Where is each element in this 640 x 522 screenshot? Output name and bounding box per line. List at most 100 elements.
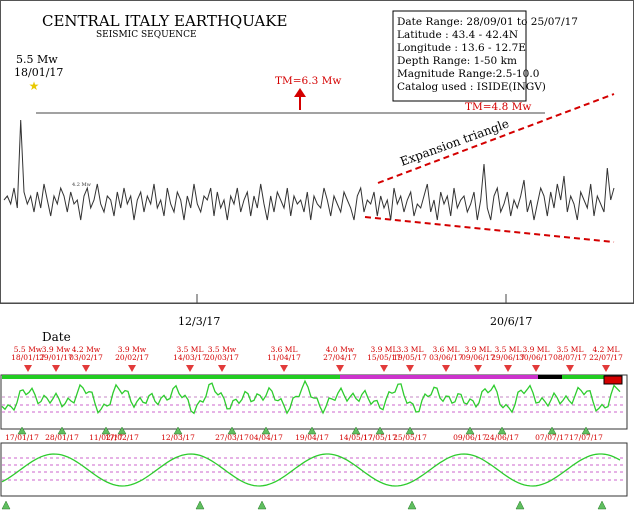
panel2-bottom-date-3: 17/02/17 — [105, 433, 139, 442]
panel2-bottom-date-4: 12/03/17 — [161, 433, 195, 442]
expansion-lower-line — [364, 216, 615, 243]
panel2-top-mag-6: 3.6 ML — [271, 345, 298, 354]
info-line-6: Catalog used : ISIDE(INGV) — [397, 81, 546, 93]
panel2-down-marker-0 — [24, 365, 32, 372]
panel2-top-mag-10: 3.6 ML — [433, 345, 460, 354]
panel2-down-marker-4 — [186, 365, 194, 372]
panel2-bottom-date-5: 27/03/17 — [215, 433, 249, 442]
trace-value-label: 4.2 Mw — [72, 182, 92, 188]
panel2-top-date-2: 03/02/17 — [69, 353, 103, 362]
panel2-up-marker-11 — [465, 426, 475, 435]
panel2-band-magenta — [340, 375, 538, 379]
panel2-bottom-date-10: 25/05/17 — [393, 433, 427, 442]
panel2-top-date-5: 20/03/17 — [205, 353, 239, 362]
panel2-up-marker-0 — [17, 426, 27, 435]
panel3-up-marker-3 — [407, 500, 417, 510]
chart-subtitle: SEISMIC SEQUENCE — [96, 30, 197, 40]
panel2-bottom-date-14: 17/07/17 — [569, 433, 603, 442]
panel2-top-mag-1: 3.9 Mw — [42, 345, 71, 354]
panel2-bottom-date-1: 28/01/17 — [45, 433, 79, 442]
panel3-up-marker-5 — [597, 500, 607, 510]
magnitude-series-line — [3, 119, 615, 221]
panel2-down-marker-1 — [52, 365, 60, 372]
panel2-down-marker-12 — [504, 365, 512, 372]
panel2-down-marker-2 — [82, 365, 90, 372]
panel2-down-marker-6 — [280, 365, 288, 372]
panel2-top-date-6: 11/04/17 — [267, 353, 301, 362]
panel2-top-date-3: 20/02/17 — [115, 353, 149, 362]
panel2-down-marker-5 — [218, 365, 226, 372]
panel2-top-mag-8: 3.9 ML — [371, 345, 398, 354]
info-line-1: Date Range: 28/09/01 to 25/07/17 — [397, 16, 578, 28]
panel2-top-date-12: 29/06/17 — [491, 353, 525, 362]
panel2-top-mag-5: 3.5 Mw — [208, 345, 237, 354]
panel2-up-marker-10 — [405, 426, 415, 435]
panel2-date-label: Date — [42, 330, 71, 344]
panel2-top-mag-12: 3.5 ML — [495, 345, 522, 354]
panel2-up-marker-2 — [101, 426, 111, 435]
panel2-top-mag-11: 3.9 ML — [465, 345, 492, 354]
panel2-bottom-date-13: 07/07/17 — [535, 433, 569, 442]
x-tick-label-2: 20/6/17 — [490, 315, 532, 328]
panel2-up-marker-5 — [227, 426, 237, 435]
top-panel-frame — [0, 0, 634, 304]
expansion-upper-line — [377, 93, 615, 184]
panel2-top-date-0: 18/01/17 — [11, 353, 45, 362]
panel2-down-marker-7 — [336, 365, 344, 372]
panel2-top-mag-2: 4.2 Mw — [72, 345, 101, 354]
panel2-top-date-10: 03/06/17 — [429, 353, 463, 362]
peak-date-label: 18/01/17 — [14, 66, 63, 79]
panel3-group — [1, 453, 626, 510]
panel2-top-date-1: 29/01/17 — [39, 353, 73, 362]
panel2-down-marker-13 — [532, 365, 540, 372]
panel3-frame — [0, 442, 628, 497]
panel2-up-marker-14 — [581, 426, 591, 435]
panel2-top-date-13: 30/06/17 — [519, 353, 553, 362]
panel2-down-marker-14 — [566, 365, 574, 372]
chart-title: CENTRAL ITALY EARTHQUAKE — [42, 12, 287, 30]
panel2-down-marker-8 — [380, 365, 388, 372]
panel2-top-mag-15: 4.2 ML — [593, 345, 620, 354]
panel2-bottom-date-0: 17/01/17 — [5, 433, 39, 442]
panel2-up-marker-9 — [375, 426, 385, 435]
panel2-bottom-date-6: 04/04/17 — [249, 433, 283, 442]
info-line-2: Latitude : 43.4 - 42.4N — [397, 29, 518, 41]
panel2-up-marker-4 — [173, 426, 183, 435]
info-box-frame — [392, 10, 527, 102]
panel2-bottom-date-7: 19/04/17 — [295, 433, 329, 442]
panel3-up-marker-0 — [1, 500, 11, 510]
panel3-up-marker-4 — [515, 500, 525, 510]
panel2-up-marker-12 — [497, 426, 507, 435]
panel2-top-mag-7: 4.0 Mw — [326, 345, 355, 354]
panel2-bottom-date-12: 24/06/17 — [485, 433, 519, 442]
info-line-4: Depth Range: 1-50 km — [397, 55, 517, 67]
panel2-bottom-date-8: 14/05/17 — [339, 433, 373, 442]
panel2-down-marker-9 — [406, 365, 414, 372]
panel2-top-date-7: 27/04/17 — [323, 353, 357, 362]
panel2-up-marker-1 — [57, 426, 67, 435]
panel3-oscillator-line — [1, 453, 621, 487]
panel2-top-mag-0: 5.5 Mw — [14, 345, 43, 354]
panel2-down-marker-11 — [474, 365, 482, 372]
panel2-top-date-8: 15/05/17 — [367, 353, 401, 362]
panel3-up-marker-1 — [195, 500, 205, 510]
panel2-up-marker-7 — [307, 426, 317, 435]
panel2-top-mag-9: 3.3 ML — [397, 345, 424, 354]
panel2-end-marker — [603, 375, 623, 385]
info-line-3: Longitude : 13.6 - 12.7E — [397, 42, 526, 54]
panel2-top-mag-13: 3.9 ML — [523, 345, 550, 354]
panel2-up-marker-8 — [351, 426, 361, 435]
panel2-oscillator-line — [1, 379, 621, 415]
panel2-top-date-4: 14/03/17 — [173, 353, 207, 362]
panel2-frame — [0, 374, 628, 430]
info-box: Date Range: 28/09/01 to 25/07/17 Latitud… — [392, 10, 578, 102]
panel2-top-date-14: 08/07/17 — [553, 353, 587, 362]
panel2-band-green — [2, 375, 340, 379]
panel3-up-marker-2 — [257, 500, 267, 510]
info-line-5: Magnitude Range:2.5-10.0 — [397, 68, 539, 80]
panel2-bottom-date-2: 11/02/17 — [89, 433, 123, 442]
panel2-top-date-11: 09/06/17 — [461, 353, 495, 362]
tm-lower-label: TM=4.8 Mw — [465, 101, 531, 113]
